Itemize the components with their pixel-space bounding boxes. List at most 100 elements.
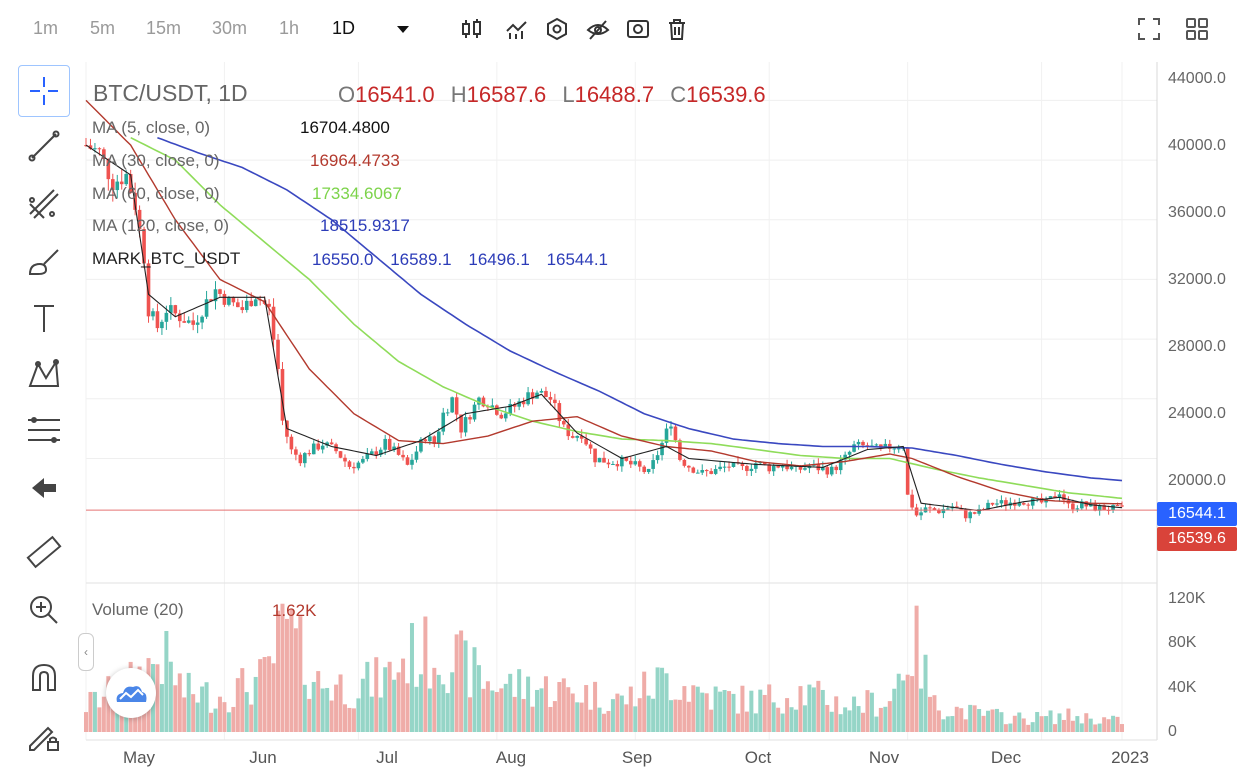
volume-bar bbox=[664, 673, 669, 732]
candle-body bbox=[709, 471, 713, 474]
candle-body bbox=[553, 399, 557, 404]
candle-body bbox=[240, 307, 245, 311]
collapse-handle[interactable]: ‹ bbox=[78, 633, 94, 671]
volume-bar bbox=[660, 667, 665, 732]
volume-bar bbox=[602, 713, 606, 732]
timeframe-5m[interactable]: 5m bbox=[90, 18, 116, 38]
candle-body bbox=[986, 502, 990, 510]
volume-bar bbox=[655, 667, 660, 732]
timeframe-1d[interactable]: 1D bbox=[332, 18, 356, 38]
indicators-icon[interactable] bbox=[504, 16, 530, 42]
settings-hex-icon[interactable] bbox=[544, 16, 570, 42]
volume-bar bbox=[646, 695, 651, 732]
crosshair-icon[interactable] bbox=[18, 65, 70, 117]
timeframe-15m[interactable]: 15m bbox=[146, 18, 182, 38]
candle-body bbox=[508, 403, 513, 414]
volume-bar bbox=[1097, 723, 1102, 732]
volume-bar bbox=[405, 683, 410, 732]
candle-body bbox=[972, 512, 977, 514]
candle-body bbox=[713, 469, 718, 474]
brand-logo-button[interactable] bbox=[106, 668, 156, 718]
trash-icon[interactable] bbox=[664, 16, 690, 42]
brush-icon[interactable] bbox=[18, 236, 70, 288]
volume-bar bbox=[597, 707, 602, 732]
volume-bar bbox=[802, 705, 807, 732]
volume-bar bbox=[981, 715, 986, 732]
caret-down-icon[interactable] bbox=[390, 16, 416, 42]
volume-bar bbox=[610, 699, 615, 732]
volume-bar bbox=[977, 709, 982, 732]
volume-bar bbox=[436, 674, 441, 732]
volume-bar bbox=[320, 688, 325, 732]
volume-bar bbox=[579, 702, 584, 732]
magnet-icon[interactable] bbox=[18, 652, 70, 704]
candle-body bbox=[481, 397, 486, 407]
measure-icon[interactable] bbox=[18, 404, 70, 456]
candle-body bbox=[695, 472, 700, 474]
candle-body bbox=[445, 412, 450, 414]
volume-bar bbox=[311, 681, 316, 732]
volume-bar bbox=[351, 708, 356, 732]
price-axis-tick: 24000.0 bbox=[1168, 405, 1226, 422]
volume-bar bbox=[566, 687, 571, 732]
candle-body bbox=[664, 428, 669, 443]
zoom-icon[interactable] bbox=[18, 584, 70, 636]
timeframe-1h[interactable]: 1h bbox=[279, 18, 300, 38]
lock-draw-icon[interactable] bbox=[18, 710, 70, 762]
volume-bar bbox=[624, 704, 629, 732]
candle-body bbox=[392, 446, 396, 450]
candle-body bbox=[660, 442, 664, 456]
candle-body bbox=[106, 158, 111, 180]
volume-bar bbox=[459, 630, 464, 732]
fullscreen-icon[interactable] bbox=[1136, 16, 1164, 44]
timeframe-30m[interactable]: 30m bbox=[212, 18, 248, 38]
volume-bar bbox=[356, 698, 361, 732]
volume-bar bbox=[427, 688, 432, 732]
layout-grid-icon[interactable] bbox=[1184, 16, 1212, 44]
screenshot-icon[interactable] bbox=[625, 16, 651, 42]
text-icon[interactable] bbox=[18, 292, 70, 344]
volume-axis-tick: 80K bbox=[1168, 634, 1197, 651]
volume-bar bbox=[923, 654, 928, 732]
trend-line-icon[interactable] bbox=[18, 120, 70, 172]
volume-bar bbox=[825, 704, 830, 732]
volume-bar bbox=[865, 690, 870, 732]
volume-bar bbox=[92, 691, 97, 732]
fib-tool-icon[interactable] bbox=[18, 178, 70, 230]
volume-bar bbox=[365, 661, 370, 732]
volume-bar bbox=[521, 698, 526, 732]
volume-bar bbox=[177, 673, 182, 732]
volume-bar bbox=[950, 716, 955, 732]
candle-body bbox=[1062, 494, 1066, 501]
volume-bar bbox=[722, 690, 727, 732]
compare-eye-icon[interactable] bbox=[585, 16, 611, 42]
candle-body bbox=[776, 465, 780, 468]
candle-body bbox=[115, 181, 120, 191]
volume-bar bbox=[101, 696, 106, 732]
candle-body bbox=[1071, 503, 1075, 510]
high-value: 16587.6 bbox=[466, 82, 547, 107]
ruler-icon[interactable] bbox=[18, 526, 70, 578]
candle-body bbox=[584, 438, 588, 445]
volume-bar bbox=[700, 692, 705, 732]
pattern-icon[interactable] bbox=[18, 348, 70, 400]
candle-body bbox=[611, 464, 615, 466]
candle-body bbox=[838, 459, 843, 471]
back-arrow-icon[interactable] bbox=[18, 462, 70, 514]
close-label: C bbox=[670, 82, 687, 107]
candle-body bbox=[499, 414, 504, 419]
volume-bar bbox=[651, 698, 656, 732]
volume-bar bbox=[84, 712, 88, 732]
ma30-value: 16964.4733 bbox=[310, 151, 400, 170]
candle-body bbox=[428, 436, 432, 442]
candle-style-icon[interactable] bbox=[459, 16, 485, 42]
volume-bar bbox=[994, 708, 999, 732]
volume-bar bbox=[293, 628, 298, 732]
candle-body bbox=[1021, 503, 1026, 505]
volume-bar bbox=[593, 681, 598, 732]
candle-body bbox=[843, 454, 847, 460]
x-axis-tick: Aug bbox=[495, 748, 527, 767]
timeframe-1m[interactable]: 1m bbox=[33, 18, 59, 38]
volume-bar bbox=[709, 709, 714, 732]
